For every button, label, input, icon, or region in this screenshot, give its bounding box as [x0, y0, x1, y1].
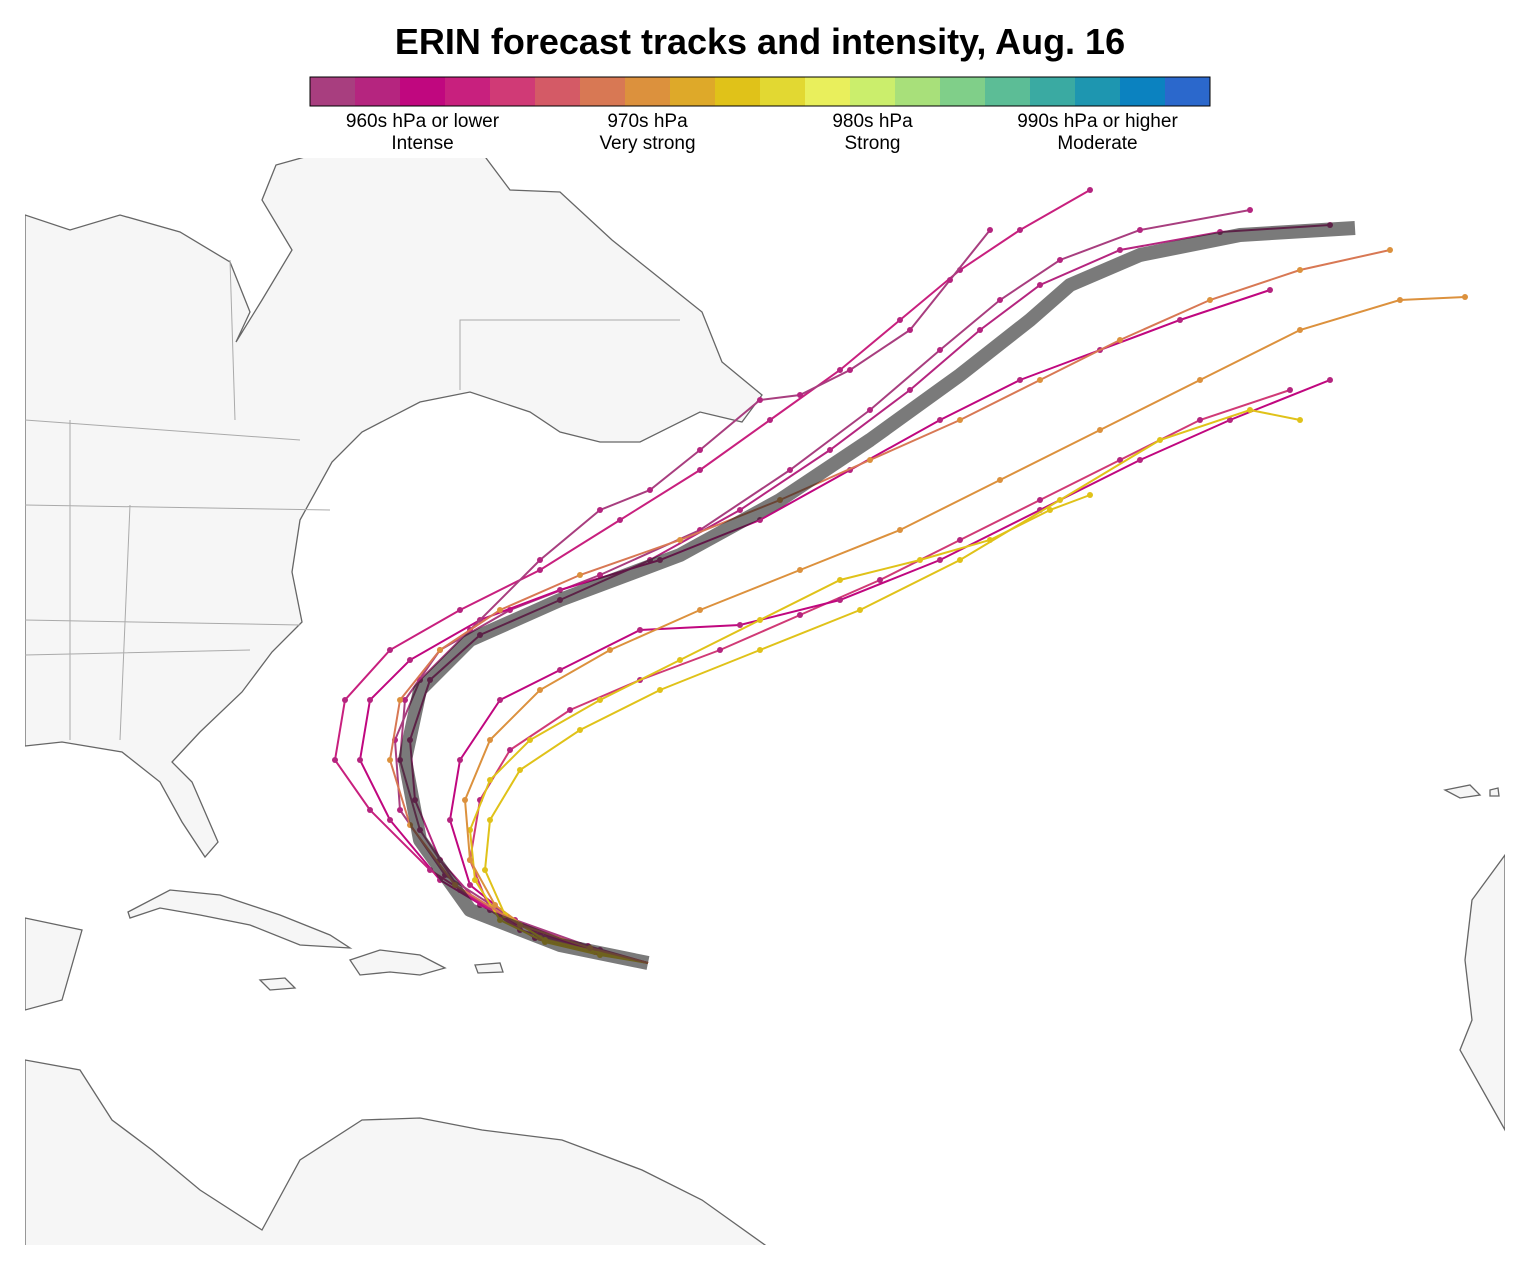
legend-swatch — [850, 77, 896, 106]
legend-label: 970s hPa — [607, 111, 688, 132]
legend-swatch — [805, 77, 851, 106]
legend-frame — [309, 76, 1211, 107]
legend-label: Moderate — [1057, 133, 1137, 154]
jamaica — [258, 977, 297, 991]
legend-swatch — [400, 77, 446, 106]
chart-title: ERIN forecast tracks and intensity, Aug.… — [395, 21, 1125, 62]
legend-swatch — [580, 77, 626, 106]
legend-label: 980s hPa — [832, 111, 913, 132]
legend-swatch — [895, 77, 941, 106]
legend-label: Strong — [845, 133, 901, 154]
legend-label: Very strong — [599, 133, 695, 154]
legend-swatch — [445, 77, 491, 106]
legend-swatch — [715, 77, 761, 106]
azores — [1443, 784, 1500, 799]
forecast-tracks — [332, 187, 1468, 970]
legend-swatch — [1075, 77, 1121, 106]
africa — [1459, 853, 1505, 1132]
legend-swatch — [535, 77, 581, 106]
central-south-america — [25, 1059, 767, 1245]
hispaniola — [348, 949, 447, 976]
legend-swatch — [985, 77, 1031, 106]
puerto-rico — [474, 962, 504, 974]
cuba — [127, 889, 353, 949]
yucatan — [25, 917, 83, 1011]
legend-swatch — [1165, 77, 1211, 106]
legend-swatch — [1030, 77, 1076, 106]
legend-swatch — [490, 77, 536, 106]
legend-label: 960s hPa or lower — [346, 111, 500, 132]
legend-swatch — [625, 77, 671, 106]
legend-swatch — [1120, 77, 1166, 106]
legend-swatch — [310, 77, 356, 106]
legend-swatch — [940, 77, 986, 106]
legend-swatch — [670, 77, 716, 106]
legend-label: 990s hPa or higher — [1017, 111, 1178, 132]
basemap — [25, 158, 1505, 1245]
legend-swatch — [355, 77, 401, 106]
legend-label: Intense — [391, 133, 453, 154]
legend-swatch — [760, 77, 806, 106]
north-america — [25, 158, 763, 859]
